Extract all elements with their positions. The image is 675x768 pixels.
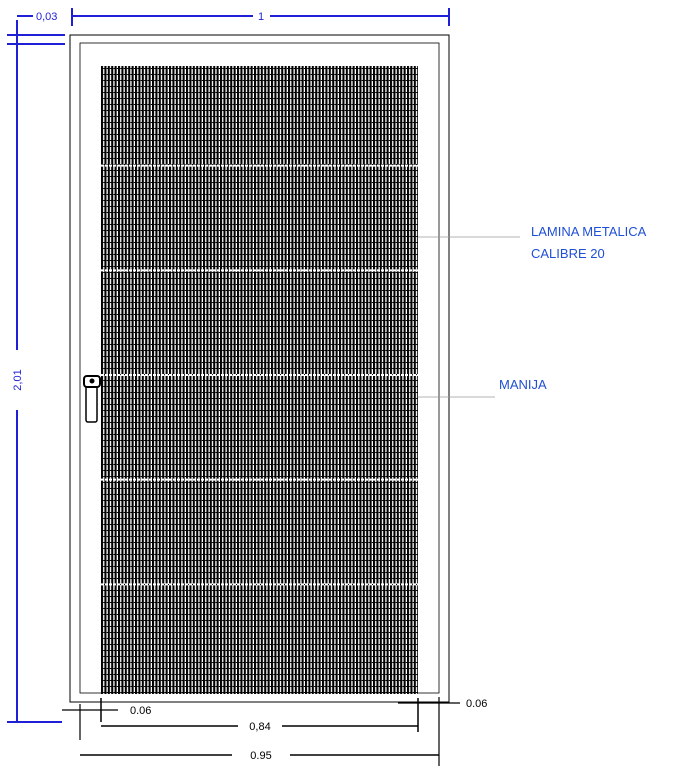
top-frame-value: 0,03 [36, 11, 57, 23]
right-margin-value: 0.06 [466, 698, 487, 710]
left-margin-value: 0.06 [130, 705, 151, 717]
sheet-label-line1: LAMINA METALICA [531, 224, 647, 239]
sheet-label-line2: CALIBRE 20 [531, 246, 605, 261]
top-width-value: 1 [258, 11, 264, 23]
bottom-dimension-lines [62, 697, 460, 766]
handle-label: MANIJA [499, 377, 547, 392]
height-value: 2,01 [12, 369, 24, 390]
callout-lines [418, 236, 520, 398]
panel-width-value: 0,84 [249, 721, 270, 733]
dimension-lines [7, 8, 450, 723]
door-width-value: 0.95 [250, 750, 271, 762]
panel-dividers [101, 164, 418, 586]
door-handle [83, 375, 101, 423]
metal-sheet-panel [101, 66, 418, 694]
